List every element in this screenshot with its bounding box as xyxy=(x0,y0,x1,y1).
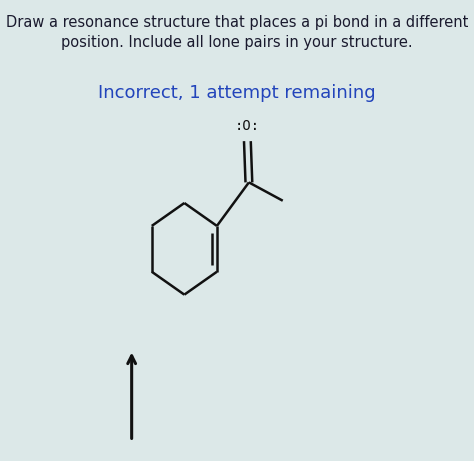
Text: Draw a resonance structure that places a pi bond in a different
position. Includ: Draw a resonance structure that places a… xyxy=(6,15,468,50)
Text: :O:: :O: xyxy=(235,119,260,133)
Text: Incorrect, 1 attempt remaining: Incorrect, 1 attempt remaining xyxy=(98,84,376,102)
